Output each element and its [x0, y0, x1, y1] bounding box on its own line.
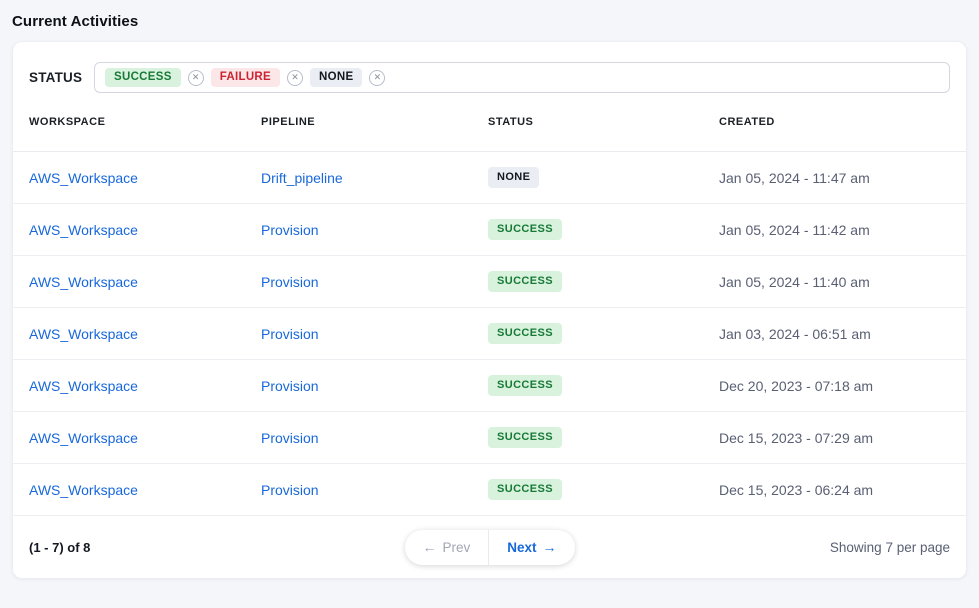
status-badge: SUCCESS: [488, 271, 562, 292]
pipeline-link[interactable]: Provision: [261, 429, 319, 446]
status-filter-input[interactable]: SUCCESS ✕ FAILURE ✕ NONE ✕: [94, 62, 950, 93]
column-header-status: STATUS: [488, 116, 534, 128]
created-date: Jan 05, 2024 - 11:47 am: [719, 169, 870, 186]
filter-tag-success: SUCCESS: [105, 67, 181, 88]
pipeline-link[interactable]: Provision: [261, 481, 319, 498]
filter-tag-none: NONE: [310, 67, 363, 88]
table-header-row: WORKSPACE PIPELINE STATUS CREATED: [13, 93, 966, 152]
pager-divider: [488, 529, 490, 565]
pipeline-link[interactable]: Drift_pipeline: [261, 169, 343, 186]
created-date: Jan 05, 2024 - 11:40 am: [719, 273, 870, 290]
workspace-link[interactable]: AWS_Workspace: [29, 325, 138, 342]
table-footer: (1 - 7) of 8 ← Prev Next → Showing 7 per…: [13, 516, 966, 578]
table-row: AWS_Workspace Provision SUCCESS Jan 05, …: [13, 204, 966, 256]
created-date: Dec 15, 2023 - 07:29 am: [719, 429, 874, 446]
created-date: Dec 20, 2023 - 07:18 am: [719, 377, 874, 394]
workspace-link[interactable]: AWS_Workspace: [29, 273, 138, 290]
pipeline-link[interactable]: Provision: [261, 273, 319, 290]
table-row: AWS_Workspace Provision SUCCESS Dec 15, …: [13, 412, 966, 464]
remove-success-tag-button[interactable]: ✕: [187, 69, 204, 86]
created-date: Jan 05, 2024 - 11:42 am: [719, 221, 870, 238]
circle-x-icon: ✕: [373, 72, 382, 82]
pipeline-link[interactable]: Provision: [261, 221, 319, 238]
column-header-created: CREATED: [719, 116, 775, 128]
page-title: Current Activities: [12, 13, 139, 30]
next-button-label: Next: [507, 539, 537, 555]
status-filter-row: STATUS SUCCESS ✕ FAILURE ✕ NONE ✕: [13, 42, 966, 93]
pager: ← Prev Next →: [404, 529, 575, 565]
circle-x-icon: ✕: [191, 72, 200, 82]
created-date: Dec 15, 2023 - 06:24 am: [719, 481, 874, 498]
status-badge: SUCCESS: [488, 219, 562, 240]
filter-tag-failure: FAILURE: [210, 67, 280, 88]
column-header-pipeline: PIPELINE: [261, 116, 316, 128]
table-row: AWS_Workspace Drift_pipeline NONE Jan 05…: [13, 152, 966, 204]
status-filter-label: STATUS: [29, 70, 83, 85]
workspace-link[interactable]: AWS_Workspace: [29, 221, 138, 238]
table-row: AWS_Workspace Provision SUCCESS Jan 05, …: [13, 256, 966, 308]
arrow-right-icon: →: [542, 539, 557, 555]
status-badge: SUCCESS: [488, 427, 562, 448]
remove-none-tag-button[interactable]: ✕: [369, 69, 386, 86]
pipeline-link[interactable]: Provision: [261, 325, 319, 342]
table-row: AWS_Workspace Provision SUCCESS Jan 03, …: [13, 308, 966, 360]
table-row: AWS_Workspace Provision SUCCESS Dec 20, …: [13, 360, 966, 412]
workspace-link[interactable]: AWS_Workspace: [29, 169, 138, 186]
activities-card: STATUS SUCCESS ✕ FAILURE ✕ NONE ✕ WORKSP…: [12, 41, 967, 579]
circle-x-icon: ✕: [291, 72, 299, 82]
workspace-link[interactable]: AWS_Workspace: [29, 429, 138, 446]
status-badge: SUCCESS: [488, 375, 562, 396]
table-row: AWS_Workspace Provision SUCCESS Dec 15, …: [13, 464, 966, 516]
status-badge: NONE: [488, 167, 540, 188]
prev-button[interactable]: ← Prev: [404, 530, 488, 565]
created-date: Jan 03, 2024 - 06:51 am: [719, 325, 871, 342]
pagination-range: (1 - 7) of 8: [29, 539, 91, 555]
next-button[interactable]: Next →: [489, 530, 574, 565]
arrow-left-icon: ←: [422, 539, 437, 555]
pipeline-link[interactable]: Provision: [261, 377, 319, 394]
workspace-link[interactable]: AWS_Workspace: [29, 377, 138, 394]
status-badge: SUCCESS: [488, 479, 562, 500]
prev-button-label: Prev: [442, 539, 471, 555]
column-header-workspace: WORKSPACE: [29, 116, 106, 128]
status-badge: SUCCESS: [488, 323, 562, 344]
remove-failure-tag-button[interactable]: ✕: [287, 69, 303, 86]
per-page-text: Showing 7 per page: [829, 539, 950, 555]
workspace-link[interactable]: AWS_Workspace: [29, 481, 138, 498]
